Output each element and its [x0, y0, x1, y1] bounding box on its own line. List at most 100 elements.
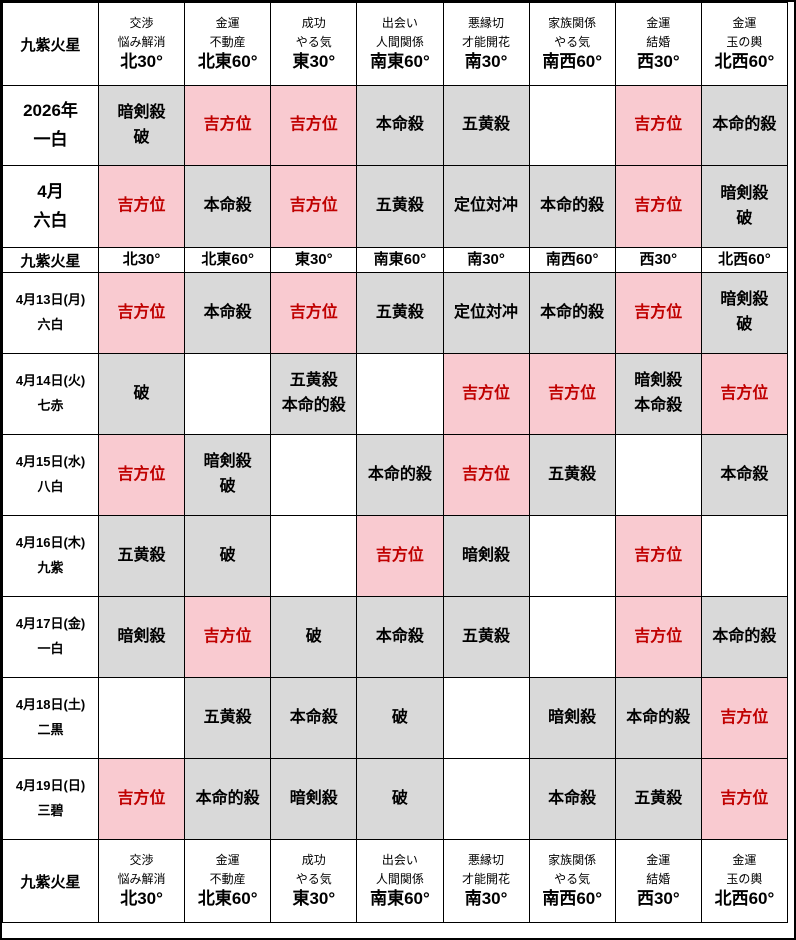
fortune-cell-line: 定位対冲	[454, 303, 519, 321]
fortune-cell-line: 破	[133, 128, 150, 146]
header-row: 九紫火星 交渉 悩み解消 北30° 金運 不動産 北東60° 成功 やる気 東30° 出会い 人間関係…	[2, 2, 789, 86]
row-label-line: 2026年	[23, 100, 78, 120]
column-header-line: 南30°	[464, 52, 508, 72]
fortune-cell-line: 暗剣殺	[289, 789, 338, 807]
column-header-line: 交渉	[129, 852, 154, 867]
fortune-cell: 吉方位	[442, 434, 530, 516]
fortune-cell-line: 吉方位	[117, 789, 166, 807]
row-label: 4月18日(土) 二黒	[2, 677, 99, 759]
fortune-cell-line: 定位対冲	[454, 197, 519, 215]
fortune-cell: 本命的殺	[356, 434, 444, 516]
fortune-cell	[97, 677, 186, 759]
column-header-line: 北東60°	[197, 52, 258, 72]
fortune-cell: 吉方位	[700, 758, 789, 840]
fortune-cell: 暗剣殺破	[700, 272, 789, 354]
fortune-cell: 吉方位	[614, 272, 702, 354]
fortune-cell: 吉方位	[184, 85, 272, 166]
fortune-cell: 本命殺	[184, 165, 272, 248]
row-label-line: 4月15日(水)	[15, 454, 86, 470]
fortune-cell: 暗剣殺	[270, 758, 358, 840]
row-label-line: 4月18日(土)	[15, 697, 86, 713]
fortune-cell: 本命殺	[700, 434, 789, 516]
fortune-cell: 本命的殺	[614, 677, 702, 759]
fortune-cell-line: 吉方位	[117, 303, 166, 321]
row-label-line: 八白	[37, 479, 64, 494]
row-label-line: 一白	[37, 641, 64, 656]
fortune-cell-line: 暗剣殺	[462, 546, 511, 564]
fortune-cell-line: 破	[391, 789, 408, 807]
fortune-cell: 吉方位	[442, 353, 530, 435]
fortune-cell-line: 本命的殺	[540, 197, 605, 215]
fortune-cell-line: 暗剣殺	[117, 103, 166, 121]
fortune-cell: 吉方位	[614, 596, 702, 678]
fortune-cell: 五黄殺	[442, 85, 530, 166]
fortune-cell-line: 五黄殺	[203, 708, 252, 726]
fortune-cell: 破	[97, 353, 186, 435]
column-header-8: 金運 玉の輿 北西60°	[700, 839, 789, 923]
fortune-cell	[356, 353, 444, 435]
column-header-line: 成功	[301, 852, 326, 867]
column-header-line: 悪縁切	[468, 852, 505, 867]
fortune-cell: 吉方位	[614, 165, 702, 248]
fortune-cell: 吉方位	[528, 353, 616, 435]
fortune-cell-line: 暗剣殺	[720, 291, 769, 309]
fortune-cell-line: 破	[133, 384, 150, 402]
fortune-cell-line: 吉方位	[462, 384, 511, 402]
fortune-cell-line: 吉方位	[548, 384, 597, 402]
fortune-cell: 五黄殺	[97, 515, 186, 597]
column-header-line: 玉の輿	[726, 871, 763, 886]
fortune-cell-line: 吉方位	[289, 303, 338, 321]
fortune-cell: 吉方位	[270, 165, 358, 248]
fortune-cell-line: 吉方位	[720, 708, 769, 726]
fortune-cell: 吉方位	[700, 677, 789, 759]
fortune-cell: 吉方位	[97, 434, 186, 516]
year-row: 2026年 一白 暗剣殺破吉方位 吉方位 本命殺 五黄殺 吉方位 本命的殺	[2, 85, 789, 166]
footer-row: 九紫火星 交渉 悩み解消 北30° 金運 不動産 北東60° 成功 やる気 東30° 出会い 人間関係…	[2, 839, 789, 923]
row-label: 4月19日(日) 三碧	[2, 758, 99, 840]
fortune-cell-line: 破	[219, 546, 236, 564]
day-row: 4月19日(日) 三碧 吉方位 本命的殺 暗剣殺 破 本命殺 五黄殺 吉方位	[2, 758, 789, 840]
row-label-line: 一白	[33, 129, 68, 149]
fortune-cell: 本命的殺	[184, 758, 272, 840]
fortune-cell: 本命殺	[356, 85, 444, 166]
column-header-line: やる気	[554, 871, 591, 886]
column-header-line: やる気	[295, 34, 332, 49]
fortune-cell-line: 南30°	[467, 251, 505, 269]
fortune-cell-line: 本命的殺	[281, 397, 346, 414]
fortune-cell-line: 北東60°	[201, 251, 255, 269]
column-header-2: 金運 不動産 北東60°	[184, 2, 272, 86]
column-header-line: 玉の輿	[726, 34, 763, 49]
fortune-cell: 五黄殺	[528, 434, 616, 516]
column-header-3: 成功 やる気 東30°	[270, 2, 358, 86]
direction-cell: 北30°	[97, 247, 186, 273]
fortune-cell: 暗剣殺	[528, 677, 616, 759]
fortune-cell: 吉方位	[97, 165, 186, 248]
column-header-line: 西30°	[636, 889, 680, 909]
direction-cell: 西30°	[614, 247, 702, 273]
fortune-cell-line: 吉方位	[634, 197, 683, 215]
fortune-cell: 吉方位	[97, 758, 186, 840]
fortune-cell: 本命的殺	[528, 272, 616, 354]
column-header-6: 家族関係 やる気 南西60°	[528, 2, 616, 86]
row-label-line: 4月13日(月)	[15, 292, 86, 308]
column-header-line: 結婚	[646, 34, 671, 49]
fortune-cell-line: 西30°	[639, 251, 678, 269]
fortune-cell-line: 五黄殺	[548, 465, 597, 483]
column-header-line: 不動産	[209, 871, 246, 886]
column-header-line: 南東60°	[370, 52, 430, 72]
fortune-cell: 五黄殺	[356, 165, 444, 248]
fortune-cell: 暗剣殺破	[184, 434, 272, 516]
fortune-table: 九紫火星 交渉 悩み解消 北30° 金運 不動産 北東60° 成功 やる気 東30° 出会い 人間関係…	[2, 2, 789, 923]
fortune-cell-line: 五黄殺	[117, 546, 166, 564]
column-header-line: 出会い	[381, 15, 418, 30]
fortune-cell: 吉方位	[614, 515, 702, 597]
row-label-line: 七赤	[37, 398, 64, 413]
row-label-line: 4月14日(火)	[15, 373, 86, 389]
column-header-line: 交渉	[129, 15, 154, 30]
fortune-cell	[442, 677, 530, 759]
fortune-cell-line: 本命殺	[375, 116, 424, 134]
column-header-line: 西30°	[636, 52, 680, 72]
direction-cell: 北東60°	[184, 247, 272, 273]
fortune-cell-line: 破	[305, 627, 322, 645]
